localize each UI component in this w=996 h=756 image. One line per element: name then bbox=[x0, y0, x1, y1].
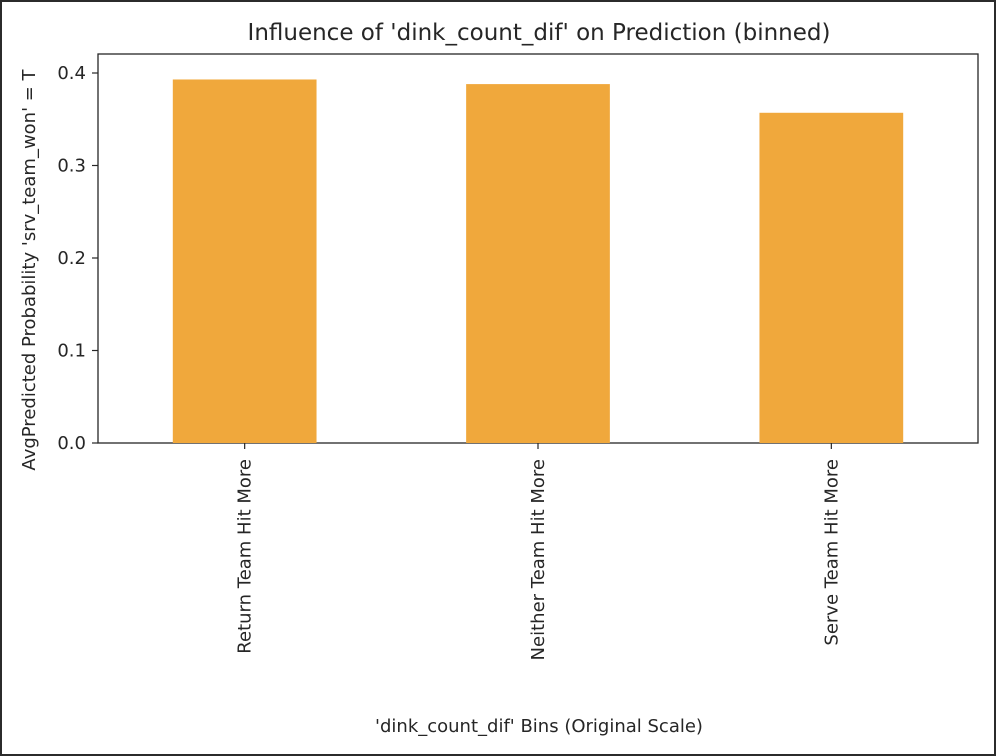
bar-3 bbox=[759, 112, 904, 444]
bars-group bbox=[172, 79, 904, 444]
y-axis-label: AvgPredicted Probability 'srv_team_won' … bbox=[19, 68, 40, 470]
bar-2 bbox=[466, 84, 610, 443]
x-tick-label: Serve Team Hit More bbox=[821, 459, 842, 646]
y-tick-label: 0.3 bbox=[57, 156, 86, 177]
y-axis: 0.0 0.1 0.2 0.3 0.4 bbox=[57, 63, 98, 454]
chart-title: Influence of 'dink_count_dif' on Predict… bbox=[248, 20, 831, 46]
bar-1 bbox=[172, 79, 317, 443]
y-tick-label: 0.1 bbox=[57, 341, 86, 362]
y-tick-label: 0.4 bbox=[57, 63, 86, 84]
x-tick-label: Neither Team Hit More bbox=[528, 459, 549, 660]
x-axis: Return Team Hit More Neither Team Hit Mor… bbox=[235, 443, 842, 660]
x-axis-label: 'dink_count_dif' Bins (Original Scale) bbox=[375, 716, 703, 737]
y-tick-label: 0.0 bbox=[57, 433, 86, 454]
y-tick-label: 0.2 bbox=[57, 248, 86, 269]
x-tick-label: Return Team Hit More bbox=[235, 459, 256, 654]
